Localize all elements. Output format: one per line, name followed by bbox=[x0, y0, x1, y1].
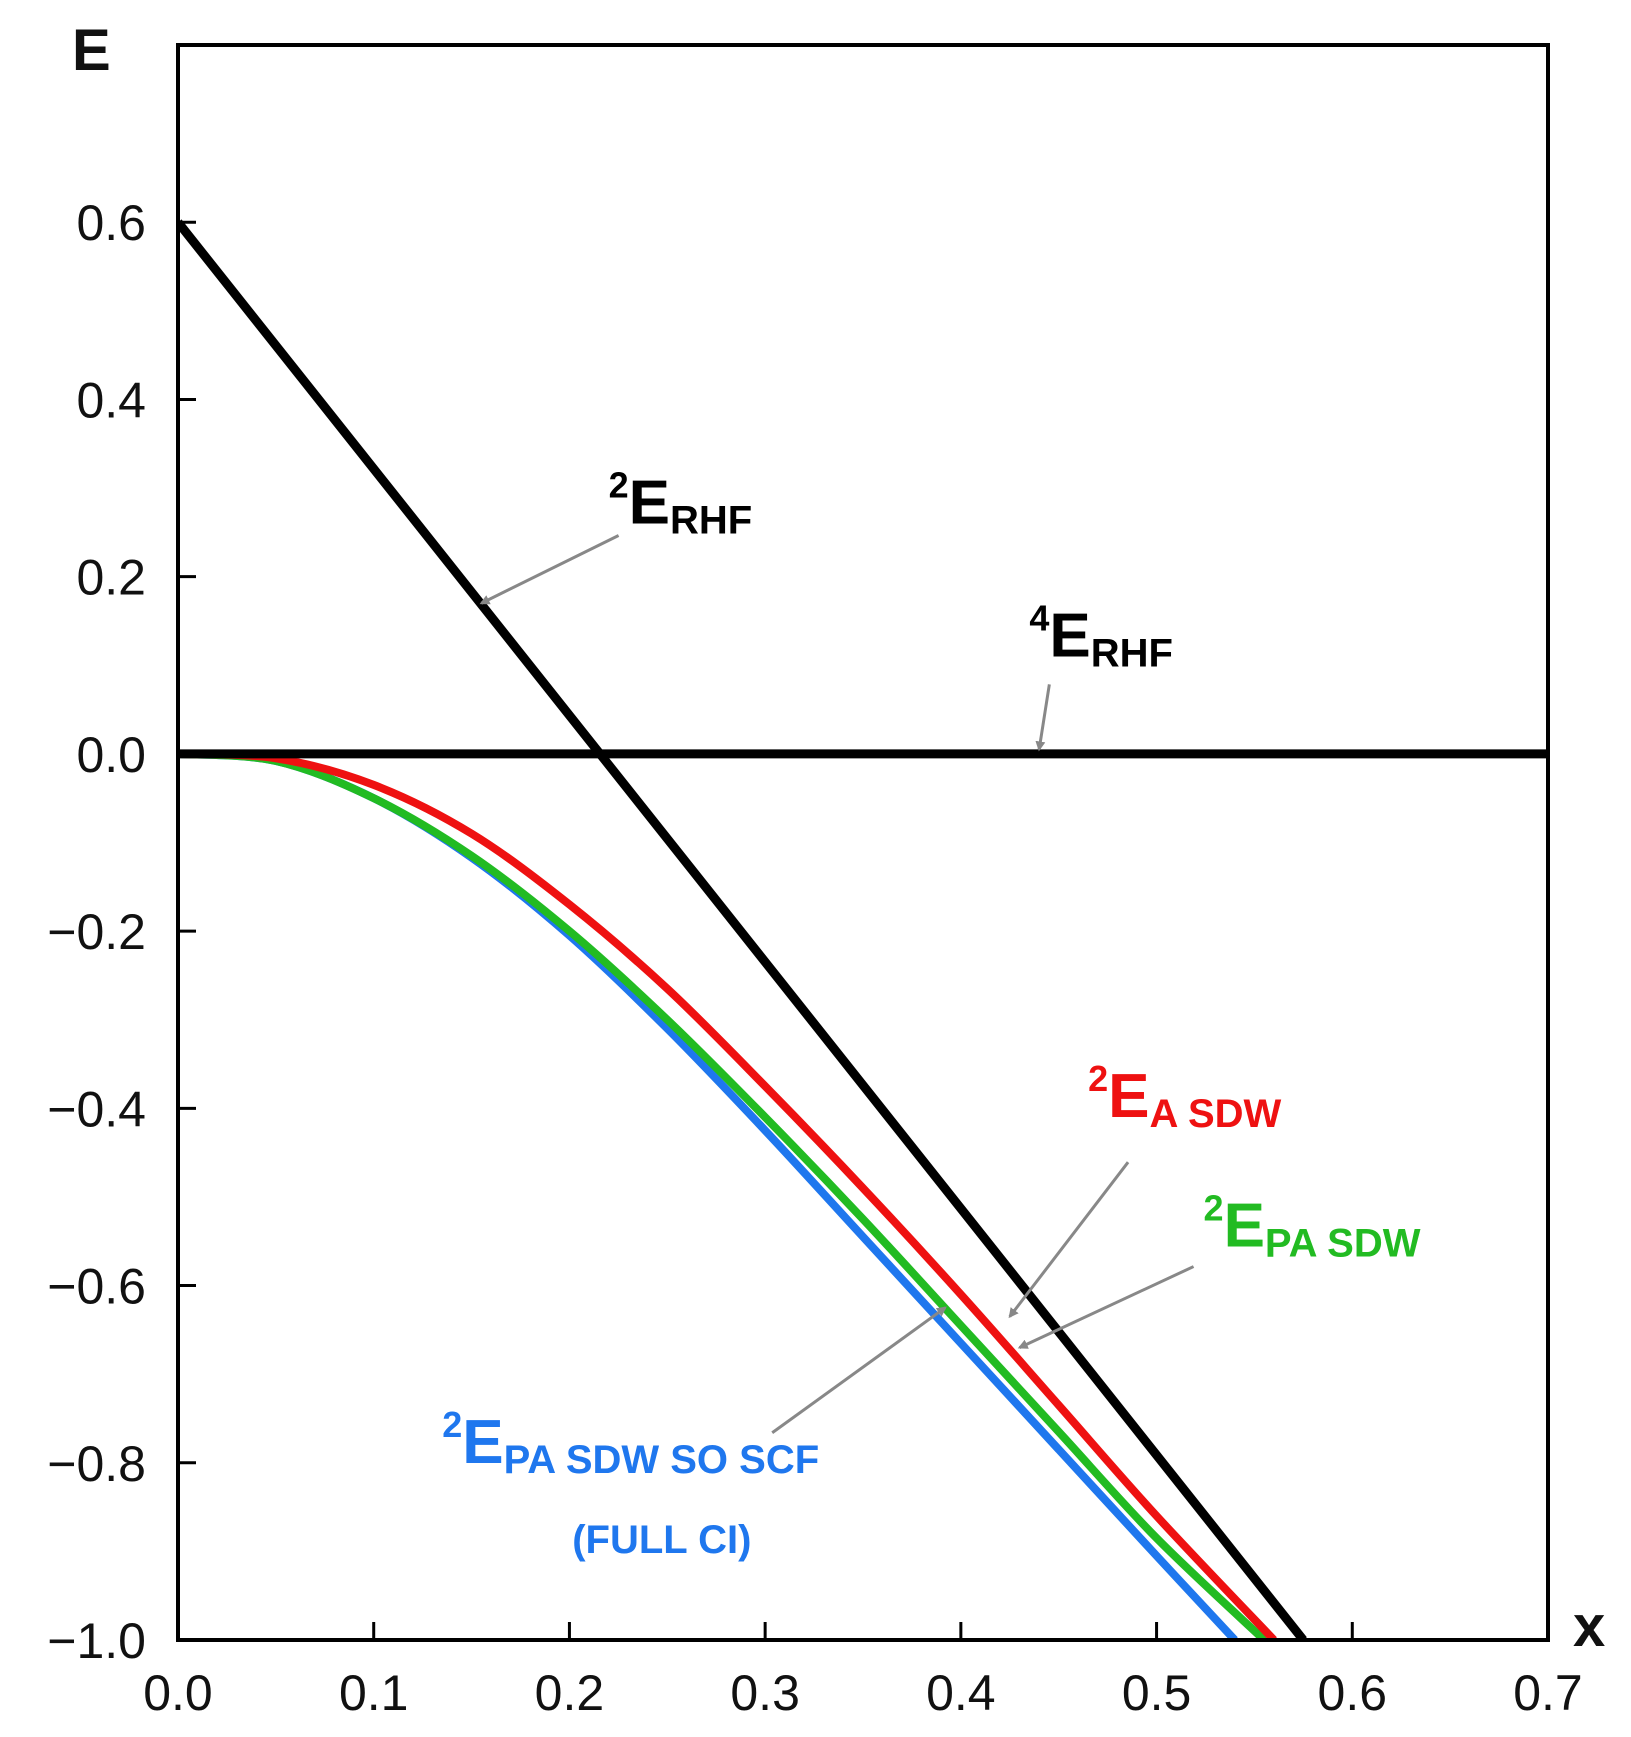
y-tick-label: 0.2 bbox=[76, 550, 146, 606]
annotation-2e-pa-sdw-so-scf-full-ci: 2EPA SDW SO SCF bbox=[442, 1404, 819, 1482]
annotation-subscript: RHF bbox=[670, 499, 752, 543]
annotation-arrow bbox=[1035, 684, 1051, 752]
y-tick-label: 0.6 bbox=[76, 195, 146, 251]
annotation-subscript: RHF bbox=[1091, 631, 1173, 675]
x-axis-title: x bbox=[1573, 1594, 1605, 1659]
annotation-superscript: 2 bbox=[1204, 1188, 1224, 1229]
y-axis-title: E bbox=[72, 18, 111, 83]
y-tick-label: −0.2 bbox=[47, 904, 146, 960]
x-tick-label: 0.2 bbox=[535, 1665, 605, 1721]
series-line-2e-a-sdw bbox=[178, 749, 1277, 1640]
x-tick-label: 0.5 bbox=[1122, 1665, 1192, 1721]
annotation-main: E bbox=[1049, 601, 1090, 670]
annotation-main: E bbox=[462, 1408, 503, 1477]
series-line-2e-rhf bbox=[178, 219, 1307, 1640]
y-tick-label: −0.6 bbox=[47, 1259, 146, 1315]
annotation-superscript: 2 bbox=[1088, 1058, 1108, 1099]
x-tick-label: 0.6 bbox=[1318, 1665, 1388, 1721]
annotation-main: E bbox=[1224, 1192, 1265, 1261]
annotation-subscript: PA SDW bbox=[1265, 1222, 1421, 1266]
annotation-subscript: A SDW bbox=[1149, 1092, 1281, 1136]
annotation-arrow bbox=[771, 1306, 947, 1434]
annotation-subscript: PA SDW SO SCF bbox=[504, 1438, 820, 1482]
y-tick-label: −1.0 bbox=[47, 1613, 146, 1669]
x-tick-label: 0.0 bbox=[143, 1665, 213, 1721]
annotation-main: E bbox=[1108, 1062, 1149, 1131]
annotation-2e-rhf: 2ERHF bbox=[609, 465, 753, 543]
series-line-2e-pa-sdw bbox=[178, 749, 1267, 1640]
annotation-4e-rhf: 4ERHF bbox=[1029, 597, 1173, 675]
plot-frame bbox=[176, 43, 1550, 1642]
y-tick-label: 0.4 bbox=[76, 372, 146, 428]
annotation-superscript: 2 bbox=[442, 1404, 462, 1445]
annotation-arrow bbox=[1008, 1161, 1130, 1319]
annotation-line2: (FULL CI) bbox=[572, 1518, 751, 1562]
annotation-superscript: 2 bbox=[609, 465, 629, 506]
x-tick-label: 0.1 bbox=[339, 1665, 409, 1721]
x-tick-label: 0.7 bbox=[1513, 1665, 1583, 1721]
y-tick-label: −0.8 bbox=[47, 1436, 146, 1492]
annotation-2e-a-sdw: 2EA SDW bbox=[1088, 1058, 1281, 1136]
y-tick-label: 0.0 bbox=[76, 727, 146, 783]
x-tick-label: 0.3 bbox=[730, 1665, 800, 1721]
y-tick-label: −0.4 bbox=[47, 1081, 146, 1137]
x-tick-label: 0.4 bbox=[926, 1665, 996, 1721]
annotation-superscript: 4 bbox=[1029, 597, 1049, 638]
annotation-arrow bbox=[479, 534, 620, 605]
annotation-2e-pa-sdw: 2EPA SDW bbox=[1204, 1188, 1421, 1266]
annotation-arrow bbox=[1017, 1265, 1195, 1349]
annotation-main: E bbox=[629, 469, 670, 538]
